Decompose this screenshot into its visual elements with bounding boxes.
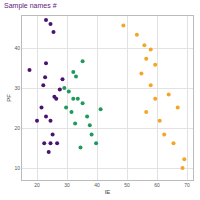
svg-text:10: 10 xyxy=(14,165,20,171)
svg-text:60: 60 xyxy=(154,182,160,188)
svg-text:20: 20 xyxy=(34,182,40,188)
svg-text:50: 50 xyxy=(124,182,130,188)
svg-text:Sample names #: Sample names # xyxy=(4,2,57,10)
svg-text:70: 70 xyxy=(184,182,190,188)
svg-text:PF: PF xyxy=(6,94,12,102)
svg-text:IE: IE xyxy=(105,189,111,195)
svg-text:30: 30 xyxy=(14,85,20,91)
svg-text:30: 30 xyxy=(64,182,70,188)
svg-text:40: 40 xyxy=(14,45,20,51)
svg-text:20: 20 xyxy=(14,125,20,131)
svg-text:40: 40 xyxy=(94,182,100,188)
